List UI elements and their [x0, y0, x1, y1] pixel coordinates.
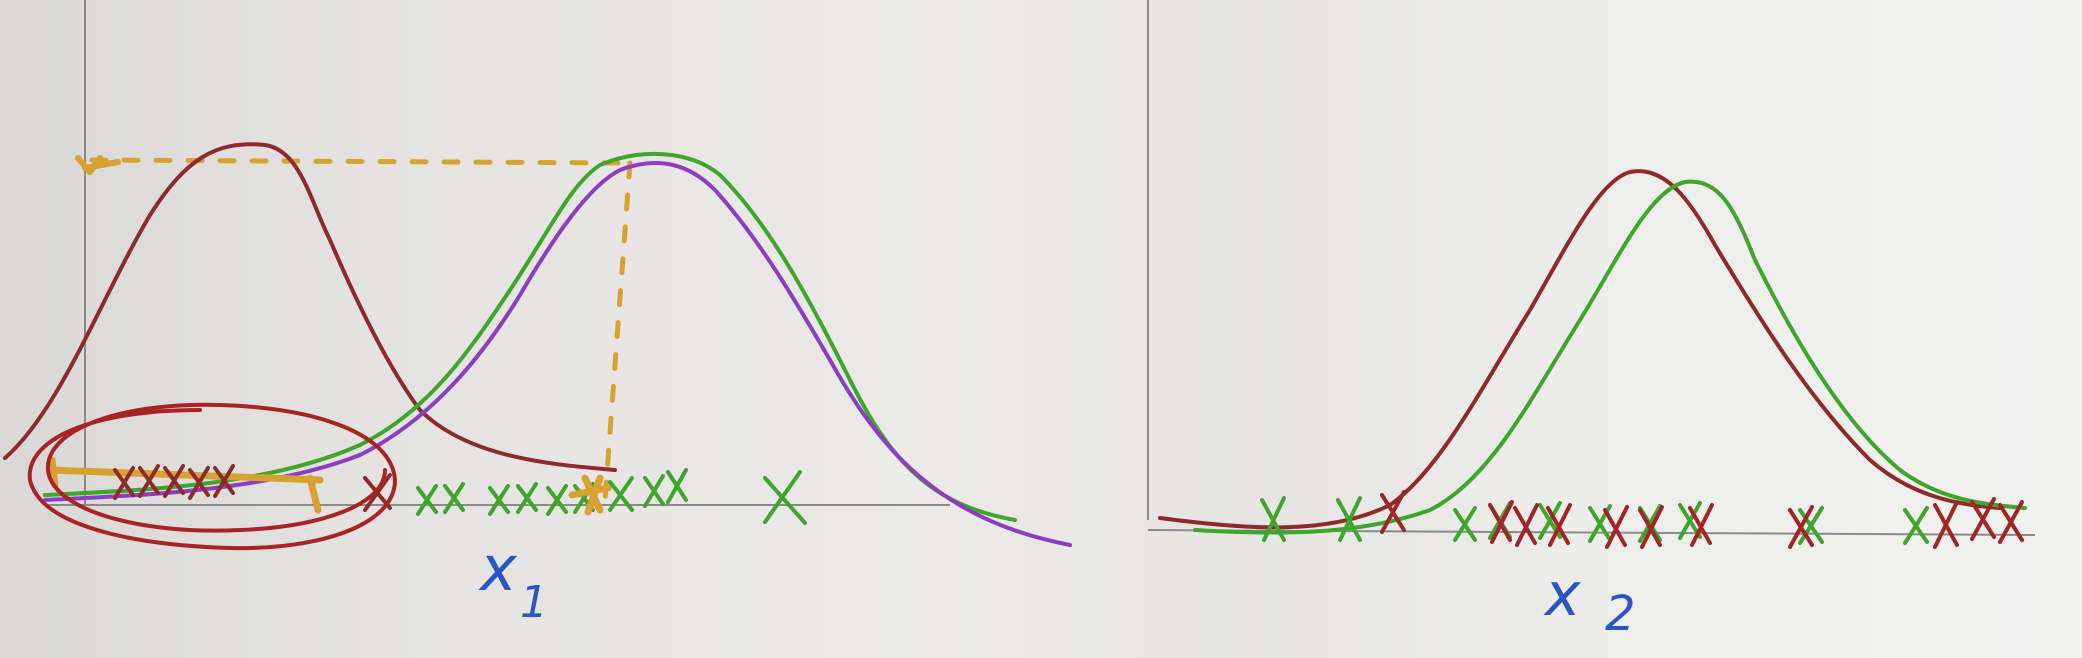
axis-label-x2: x 2 [1543, 560, 1636, 642]
green-density-curve-left [43, 151, 1017, 522]
orange-highlight-bar [46, 456, 324, 514]
orange-position-marker [568, 474, 612, 516]
red-density-curve-left [3, 142, 617, 472]
axis-label-x2-letter: x [1543, 560, 1581, 630]
axis-label-x1: x 1 [478, 532, 548, 628]
red-crosses-right [1380, 490, 2024, 549]
orange-peak-marker [75, 155, 121, 175]
purple-density-curve-left [43, 161, 1072, 547]
green-crosses-right [1260, 496, 1929, 545]
red-selection-ellipse [27, 402, 397, 551]
orange-dashed-peak-line [89, 157, 633, 503]
axis-label-x2-subscript: 2 [1605, 586, 1636, 642]
right-panel: x 2 [1147, 0, 2036, 642]
axis-label-x1-letter: x [478, 532, 518, 605]
axis-label-x1-subscript: 1 [520, 577, 548, 628]
left-panel: x 1 [3, 0, 1072, 628]
red-crosses-left [113, 464, 392, 512]
red-density-curve-right [1158, 169, 2002, 530]
green-density-curve-right [1193, 179, 2027, 535]
green-crosses-left [416, 468, 807, 525]
